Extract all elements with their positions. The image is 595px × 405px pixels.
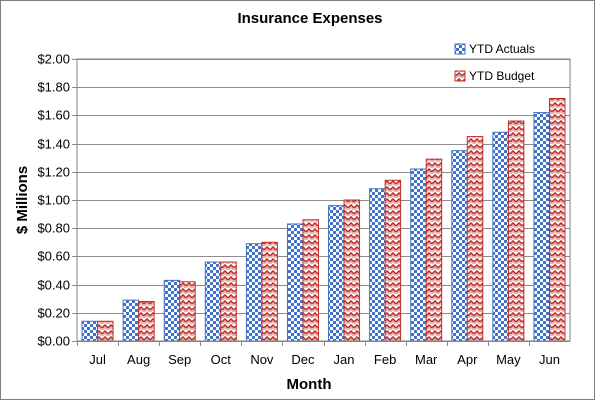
bar-ytd-actuals — [451, 150, 468, 342]
x-tick-label: Nov — [250, 352, 274, 367]
y-tick-label: $1.00 — [37, 193, 70, 208]
bar-ytd-actuals — [533, 112, 550, 342]
x-tick-label: Jun — [539, 352, 560, 367]
y-tick-label: $0.60 — [37, 249, 70, 264]
bar-ytd-budget — [179, 281, 196, 342]
bar-ytd-actuals — [369, 188, 386, 342]
x-axis-title: Month — [287, 376, 332, 393]
bar-ytd-budget — [343, 199, 361, 342]
bar-ytd-budget — [138, 301, 155, 342]
y-tick-label: $0.80 — [37, 221, 70, 236]
bar-ytd-budget — [425, 158, 443, 342]
bar-ytd-budget — [548, 97, 566, 342]
bar-ytd-budget — [220, 261, 237, 342]
x-tick-label: Feb — [374, 352, 396, 367]
legend: YTD Actuals YTD Budget — [454, 42, 535, 83]
x-axis-ticks: Jul Aug Sep Oct Nov Dec Jan Feb Mar Apr May Jun — [77, 341, 560, 367]
y-tick-label: $1.20 — [37, 165, 70, 180]
x-tick-label: Aug — [127, 352, 150, 367]
y-axis-title: $ Millions — [14, 166, 31, 234]
bar-ytd-actuals — [245, 243, 263, 342]
bar-ytd-budget — [507, 120, 525, 342]
bar-ytd-actuals — [163, 279, 181, 342]
x-tick-label: Apr — [457, 352, 478, 367]
x-tick-label: Dec — [291, 352, 315, 367]
plot-area-border — [76, 58, 571, 342]
bar-ytd-actuals — [81, 320, 99, 342]
bar-ytd-actuals — [122, 299, 140, 342]
bar-ytd-budget — [261, 241, 278, 342]
bar-ytd-actuals — [328, 205, 345, 342]
y-tick-label: $0.20 — [37, 306, 70, 321]
bar-ytd-budget — [384, 179, 402, 342]
bar-ytd-actuals — [410, 168, 427, 342]
x-tick-label: Oct — [211, 352, 232, 367]
x-tick-label: Jan — [334, 352, 355, 367]
y-tick-label: $1.40 — [37, 137, 70, 152]
bar-ytd-actuals — [286, 223, 304, 342]
y-tick-label: $2.00 — [37, 52, 70, 67]
bar-ytd-budget — [466, 136, 484, 342]
y-tick-label: $1.60 — [37, 108, 70, 123]
legend-label-budget: YTD Budget — [469, 69, 535, 83]
bar-ytd-budget — [97, 320, 114, 342]
y-tick-label: $0.00 — [37, 334, 70, 349]
y-axis-ticks: $0.00 $0.20 $0.40 $0.60 $0.80 $1.00 $1.20 $1.40… — [37, 52, 70, 349]
bars — [81, 97, 566, 342]
y-tick-label: $1.80 — [37, 80, 70, 95]
bar-ytd-actuals — [492, 131, 509, 342]
bar-ytd-budget — [302, 219, 319, 342]
y-tick-label: $0.40 — [37, 278, 70, 293]
x-tick-label: May — [496, 352, 521, 367]
legend-swatch-actuals — [454, 43, 466, 55]
legend-label-actuals: YTD Actuals — [469, 42, 535, 56]
chart-title: Insurance Expenses — [237, 10, 382, 27]
legend-swatch-budget — [454, 70, 466, 82]
x-tick-label: Sep — [168, 352, 191, 367]
bar-ytd-actuals — [204, 261, 222, 342]
x-tick-label: Jul — [89, 352, 106, 367]
x-tick-label: Mar — [415, 352, 438, 367]
